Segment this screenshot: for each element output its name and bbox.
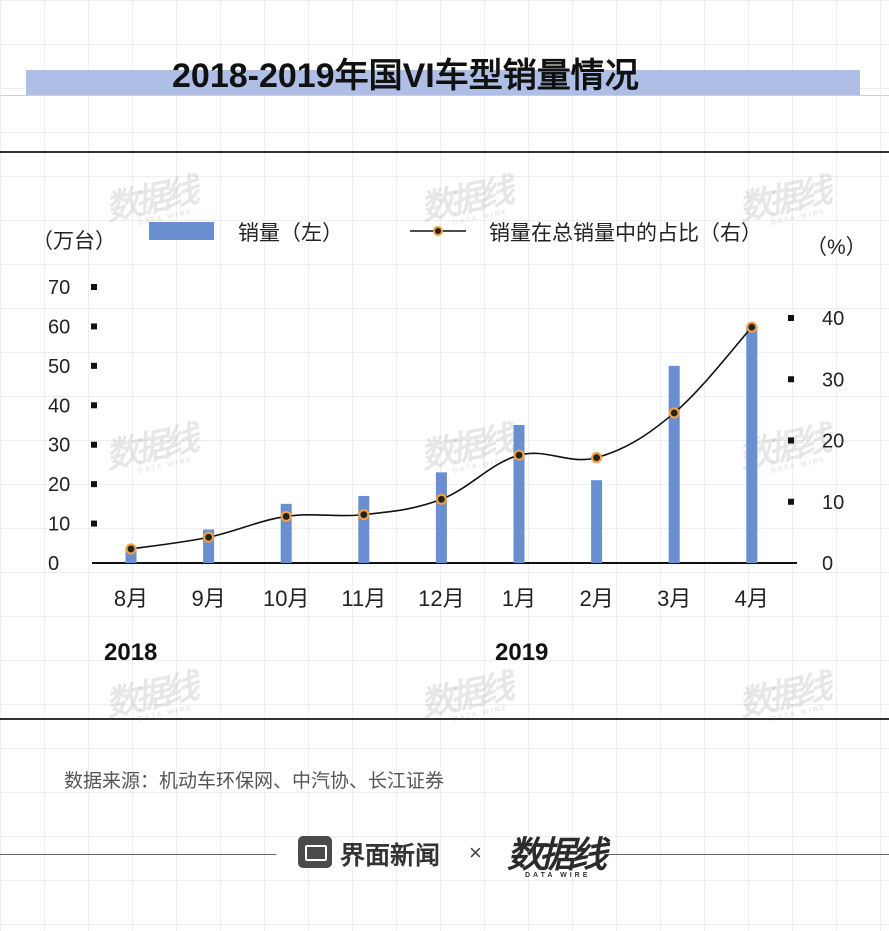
title-rule [0, 95, 889, 96]
x-tick-label: 2月 [579, 586, 613, 611]
chart-frame-top [0, 151, 889, 153]
y-right-tick-label: 30 [822, 369, 844, 391]
jiemian-logo-icon [298, 836, 332, 868]
x-tick-label: 9月 [191, 586, 225, 611]
y-right-tick-mark [788, 437, 794, 444]
y-left-tick-mark [91, 441, 97, 448]
share-point [280, 510, 292, 523]
bar [513, 425, 525, 563]
legend-line-label: 销量在总销量中的占比（右） [489, 222, 762, 245]
bar [435, 472, 447, 563]
share-point [590, 452, 603, 464]
bar [746, 326, 758, 563]
share-point [203, 531, 215, 543]
y-left-tick-label: 50 [48, 356, 70, 378]
x-tick-label: 11月 [341, 586, 386, 611]
share-point [125, 543, 137, 555]
datawire-logo: 数据线 [507, 834, 607, 875]
y-left-tick-mark [91, 402, 97, 409]
x-tick-label: 8月 [114, 586, 148, 611]
share-point [358, 509, 370, 521]
x-tick-label: 4月 [735, 586, 769, 611]
year-label: 2018 [104, 639, 157, 666]
legend-line-marker [433, 226, 443, 236]
y-left-tick-mark [91, 323, 97, 330]
bar [203, 529, 215, 563]
footer-times: × [469, 840, 482, 865]
y-left-unit: （万台） [32, 230, 116, 253]
bar [358, 495, 370, 563]
share-point [668, 407, 680, 419]
y-left-tick-label: 40 [48, 395, 70, 417]
y-left-tick-mark [91, 362, 97, 369]
x-tick-label: 12月 [418, 586, 464, 611]
x-tick-label: 3月 [657, 586, 691, 611]
share-line [130, 326, 753, 550]
y-right-tick-label: 40 [822, 308, 844, 330]
legend-bar-label: 销量（左） [238, 222, 343, 245]
bar [591, 480, 603, 563]
y-right-tick-mark [788, 376, 794, 383]
y-left-tick-label: 70 [48, 277, 70, 299]
year-label: 2019 [495, 639, 548, 666]
y-left-tick-label: 10 [48, 514, 70, 536]
y-left-tick-mark [91, 284, 97, 290]
footer-rule-right [604, 854, 889, 855]
share-point [435, 493, 447, 505]
y-left-tick-label: 20 [48, 474, 70, 496]
y-left-tick-mark [91, 520, 97, 527]
share-point [746, 321, 758, 333]
bar [125, 549, 137, 563]
x-tick-label: 1月 [502, 586, 536, 611]
page-title: 2018-2019年国VI车型销量情况 [172, 57, 639, 95]
y-right-unit: （%） [806, 236, 867, 259]
y-left-tick-label: 30 [48, 435, 70, 457]
y-right-tick-mark [788, 498, 794, 505]
source-note: 数据来源：机动车环保网、中汽协、长江证券 [64, 771, 445, 792]
y-right-tick-label: 10 [822, 492, 844, 514]
bar [668, 365, 680, 563]
share-point [513, 449, 525, 461]
bar [280, 503, 292, 563]
y-right-tick-label: 0 [822, 553, 833, 575]
legend-bar-swatch [149, 222, 214, 240]
footer-rule-left [0, 854, 276, 855]
y-right-tick-label: 20 [822, 431, 844, 453]
x-tick-label: 10月 [263, 586, 309, 611]
y-left-tick-label: 60 [48, 316, 70, 338]
y-right-tick-mark [788, 315, 794, 321]
footer-brand: 界面新闻 [340, 842, 441, 870]
y-left-tick-mark [91, 481, 97, 488]
datawire-logo-sub: DATA WIRE [525, 872, 591, 879]
y-left-tick-label: 0 [48, 553, 59, 575]
chart-frame-bottom [0, 718, 889, 720]
title-band [26, 70, 860, 96]
